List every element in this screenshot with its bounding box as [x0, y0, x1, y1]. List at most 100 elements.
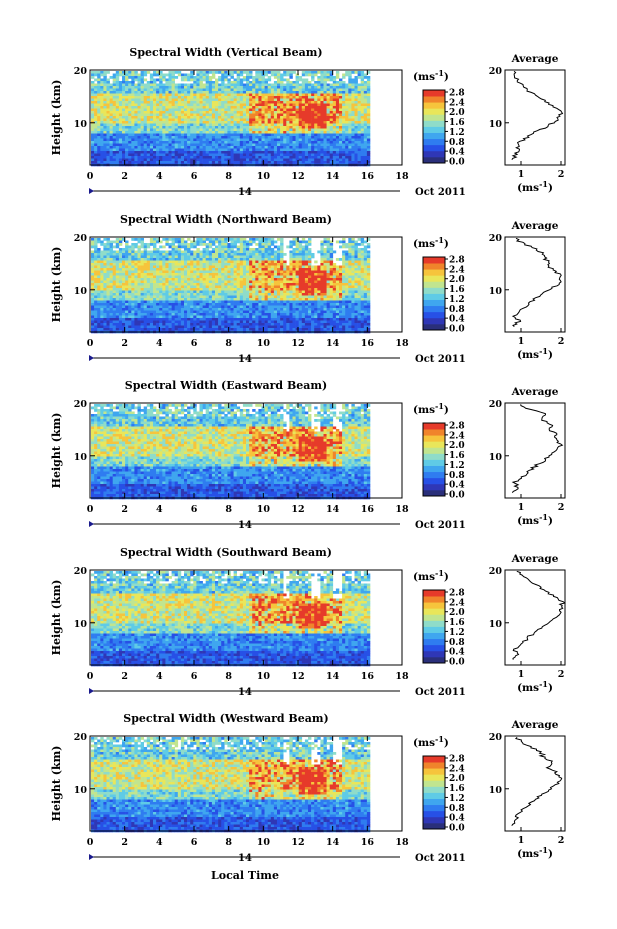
heatmap-cell	[134, 283, 138, 286]
heatmap-cell	[218, 138, 222, 142]
heatmap-cell	[94, 265, 98, 269]
heatmap-cell	[125, 248, 129, 251]
heatmap-cell	[270, 265, 275, 269]
heatmap-cell	[165, 128, 169, 132]
heatmap-cell	[335, 280, 340, 284]
heatmap-cell	[360, 153, 365, 157]
heatmap-cell	[91, 268, 95, 271]
heatmap-cell	[280, 73, 284, 77]
heatmap-cell	[171, 116, 175, 119]
heatmap-cell	[146, 263, 151, 266]
heatmap-cell	[125, 263, 129, 266]
heatmap-cell	[100, 106, 104, 109]
heatmap-cell	[162, 153, 166, 157]
heatmap-cell	[177, 270, 182, 274]
heatmap-cell	[233, 78, 237, 82]
heatmap-cell	[221, 143, 225, 147]
heatmap-cell	[320, 113, 324, 117]
heatmap-cell	[171, 275, 175, 279]
heatmap-cell	[255, 128, 259, 132]
heatmap-cell	[205, 263, 210, 266]
heatmap-cell	[97, 248, 101, 251]
heatmap-cell	[174, 263, 179, 266]
heatmap-cell	[94, 86, 98, 89]
heatmap-cell	[236, 136, 241, 139]
heatmap-cell	[357, 283, 361, 286]
heatmap-cell	[196, 113, 200, 117]
heatmap-cell	[351, 143, 355, 147]
heatmap-cell	[137, 83, 141, 87]
heatmap-cell	[168, 238, 172, 241]
heatmap-cell	[174, 260, 179, 264]
heatmap-cell	[109, 113, 113, 117]
heatmap-cell	[211, 111, 216, 114]
heatmap-cell	[345, 96, 349, 99]
heatmap-cell	[249, 118, 253, 122]
heatmap-cell	[137, 278, 141, 281]
heatmap-cells	[91, 238, 371, 334]
heatmap-cell	[202, 88, 206, 92]
heatmap-cell	[354, 156, 358, 159]
heatmap-cell	[122, 123, 126, 127]
heatmap-cell	[134, 285, 138, 289]
heatmap-cell	[351, 121, 355, 124]
heatmap-cell	[289, 86, 293, 89]
heatmap-cell	[283, 161, 287, 164]
heatmap-cell	[171, 253, 175, 256]
heatmap-cell	[335, 158, 340, 162]
heatmap-cell	[193, 131, 197, 134]
heatmap-cell	[342, 245, 346, 249]
heatmap-cell	[239, 248, 244, 251]
heatmap-cell	[280, 148, 284, 152]
heatmap-cell	[326, 101, 330, 104]
heatmap-cell	[264, 268, 268, 271]
heatmap-cell	[298, 141, 303, 144]
heatmap-cell	[311, 268, 315, 271]
heatmap-cell	[190, 245, 194, 249]
heatmap-cell	[134, 96, 138, 99]
heatmap-cell	[298, 98, 303, 102]
heatmap-cell	[205, 283, 210, 286]
heatmap-cell	[264, 245, 268, 249]
heatmap-cell	[280, 260, 284, 264]
heatmap-cell	[273, 71, 278, 74]
heatmap-cell	[261, 108, 265, 112]
heatmap-cell	[246, 101, 250, 104]
heatmap-cell	[295, 91, 299, 94]
heatmap-cell	[153, 108, 157, 112]
heatmap-cell	[261, 263, 265, 266]
heatmap-cell	[273, 96, 278, 99]
heatmap-cell	[156, 86, 160, 89]
heatmap-cell	[211, 73, 216, 77]
heatmap-cell	[230, 161, 234, 164]
heatmap-cell	[342, 141, 346, 144]
heatmap-cell	[239, 111, 244, 114]
heatmap-cell	[215, 250, 219, 254]
heatmap-cell	[208, 263, 213, 266]
heatmap-cell	[363, 81, 368, 84]
heatmap-cell	[295, 76, 299, 79]
heatmap-cell	[255, 158, 259, 162]
colorbar-tick-label: 0.0	[449, 158, 465, 168]
heatmap-cell	[174, 128, 179, 132]
heatmap-cell	[239, 73, 244, 77]
heatmap-cell	[267, 268, 272, 271]
heatmap-cell	[323, 123, 327, 127]
heatmap-cell	[118, 83, 123, 87]
heatmap-cell	[159, 73, 163, 77]
heatmap-cell	[277, 270, 281, 274]
heatmap-cell	[122, 280, 126, 284]
heatmap-cell	[246, 98, 250, 102]
heatmap-cell	[230, 106, 234, 109]
heatmap-cell	[339, 136, 343, 139]
heatmap-cell	[289, 268, 293, 271]
heatmap-cell	[153, 113, 157, 117]
heatmap-cell	[109, 258, 113, 261]
heatmap-cell	[273, 278, 278, 281]
heatmap-cell	[94, 136, 98, 139]
heatmap-cell	[137, 151, 141, 154]
heatmap-cell	[360, 83, 365, 87]
heatmap-cell	[280, 243, 284, 246]
heatmap-cell	[202, 111, 206, 114]
heatmap-cell	[187, 255, 191, 259]
